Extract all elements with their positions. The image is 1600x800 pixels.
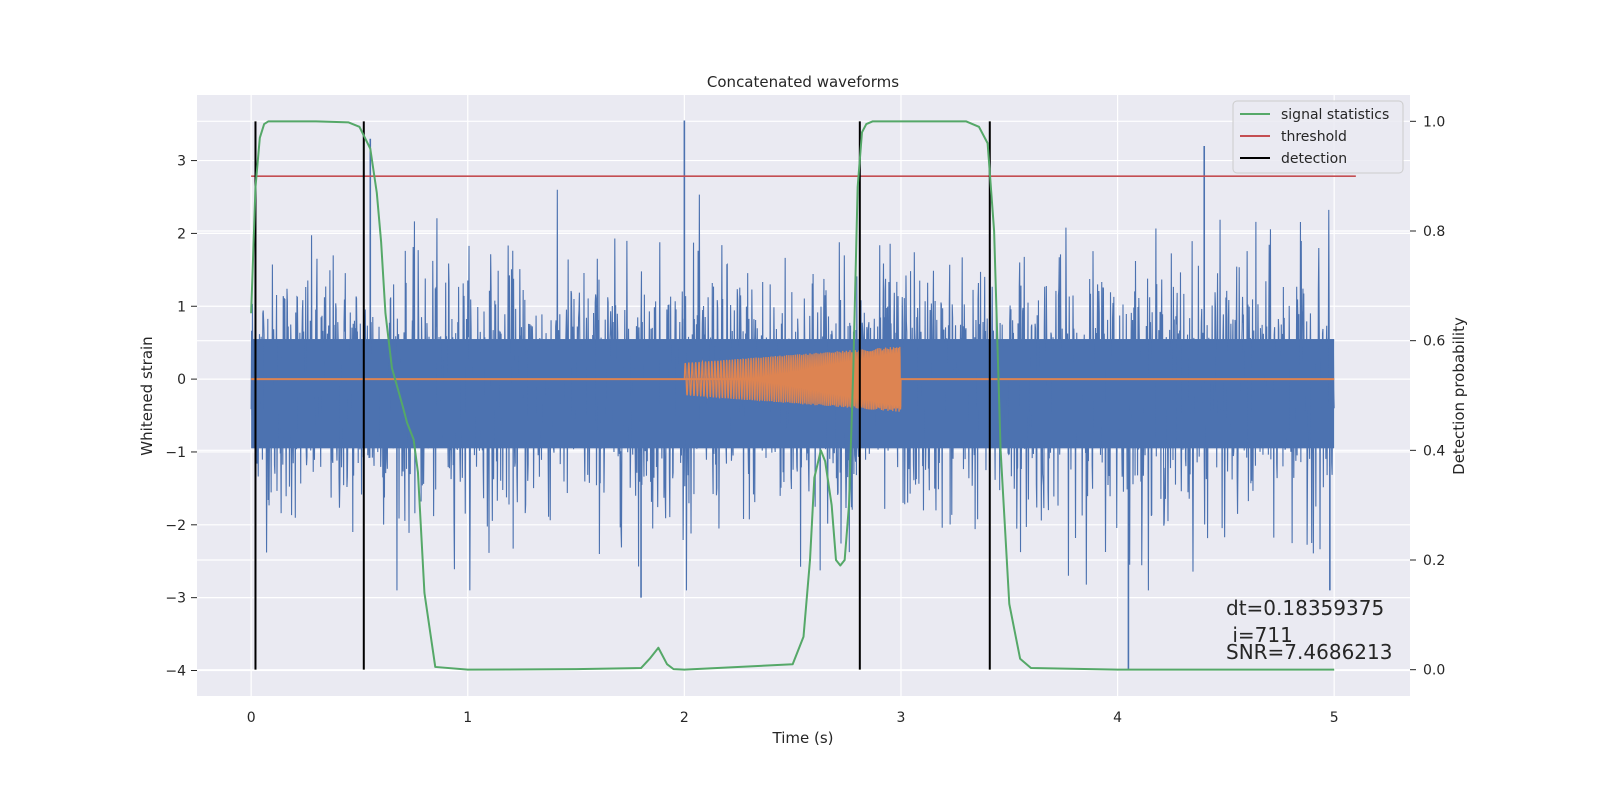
y2-tick-label-2: 0.4: [1423, 443, 1445, 459]
legend-label-statistics: signal statistics: [1281, 107, 1389, 123]
y-tick-label-3: −1: [165, 445, 186, 461]
y-tick-label-7: 3: [177, 154, 186, 170]
annotation-snr: SNR=7.4686213: [1226, 640, 1392, 664]
template-series: [251, 346, 1335, 412]
annotation-dt: dt=0.18359375: [1226, 596, 1384, 620]
y-axis-ticks: −4 −3 −2 −1 0 1 2 3: [165, 154, 197, 680]
legend-frame: [1232, 100, 1404, 174]
y-tick-label-4: 0: [177, 372, 186, 388]
x-tick-label-5: 5: [1330, 710, 1339, 726]
annotation-i: i=711: [1226, 623, 1293, 647]
y2-axis-label: Detection probability: [1450, 317, 1468, 475]
legend-label-threshold: threshold: [1281, 129, 1347, 145]
statistics-series: [250, 120, 1335, 671]
x-axis-ticks: 0 1 2 3 4 5: [247, 710, 1339, 726]
x-tick-label-2: 2: [680, 710, 689, 726]
y-tick-label-0: −4: [165, 664, 186, 680]
x-tick-label-0: 0: [247, 710, 256, 726]
template-chirp: [683, 346, 902, 412]
chart-title: Concatenated waveforms: [707, 73, 899, 91]
y2-tick-label-5: 1.0: [1423, 114, 1445, 130]
y2-tick-label-0: 0.0: [1423, 663, 1445, 679]
y-tick-label-6: 2: [177, 226, 186, 242]
y2-axis-ticks: 0.0 0.2 0.4 0.6 0.8 1.0: [1410, 114, 1445, 679]
y-tick-label-5: 1: [177, 299, 186, 315]
y2-tick-label-4: 0.8: [1423, 224, 1445, 240]
y2-tick-label-1: 0.2: [1423, 553, 1445, 569]
statistics-line: [250, 120, 1335, 671]
x-tick-label-3: 3: [897, 710, 906, 726]
x-tick-label-4: 4: [1113, 710, 1122, 726]
x-axis-label: Time (s): [772, 729, 834, 747]
y-axis-label: Whitened strain: [138, 336, 156, 455]
x-tick-label-1: 1: [463, 710, 472, 726]
y-tick-label-2: −2: [165, 518, 186, 534]
legend-label-detection: detection: [1281, 151, 1347, 167]
y-tick-label-1: −3: [165, 591, 186, 607]
legend: signal statistics threshold detection: [1232, 100, 1404, 174]
y2-tick-label-3: 0.6: [1423, 334, 1445, 350]
